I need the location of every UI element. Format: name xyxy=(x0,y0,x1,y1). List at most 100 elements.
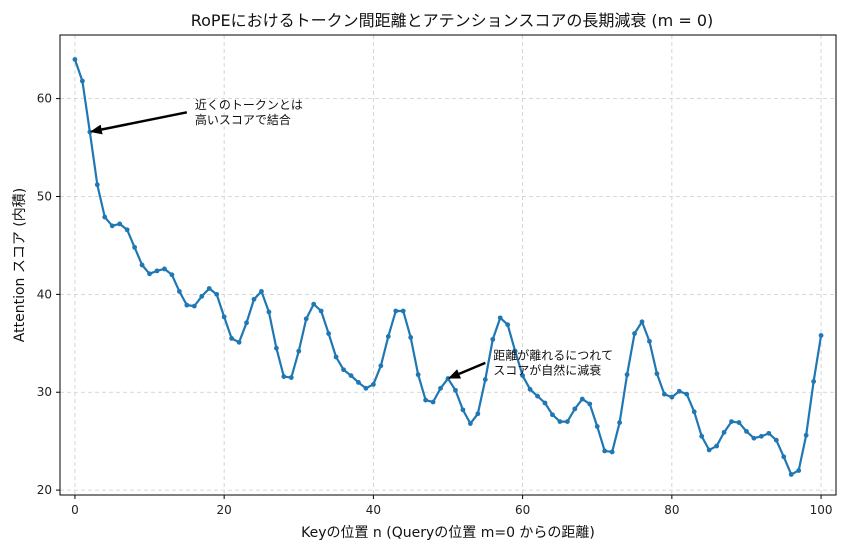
data-point xyxy=(378,363,384,369)
data-point xyxy=(266,309,272,315)
data-point xyxy=(288,375,294,380)
data-point xyxy=(311,301,317,307)
data-point xyxy=(408,335,414,340)
y-axis-label: Attention スコア (内積) xyxy=(12,188,28,342)
annotation-arrow-shaft xyxy=(101,111,188,131)
data-point xyxy=(326,331,332,336)
data-point xyxy=(341,367,346,373)
data-point xyxy=(714,443,720,449)
data-point xyxy=(251,296,257,302)
annotation-arrow-head xyxy=(448,369,461,379)
data-point xyxy=(557,419,563,424)
data-point xyxy=(244,320,249,326)
data-point xyxy=(430,399,436,405)
data-point xyxy=(818,333,824,338)
data-point xyxy=(550,412,555,418)
data-point xyxy=(758,433,764,439)
y-axis: 20 30 40 50 60 xyxy=(37,92,60,497)
y-tick-label: 30 xyxy=(37,385,52,399)
data-point xyxy=(773,437,779,443)
x-tick-label: 100 xyxy=(810,503,833,517)
data-point xyxy=(415,372,421,378)
x-axis: 0 20 40 60 80 100 xyxy=(71,495,833,517)
data-point xyxy=(520,373,526,378)
data-point xyxy=(385,334,391,339)
data-point xyxy=(348,373,354,378)
data-point xyxy=(803,432,809,438)
data-point xyxy=(676,388,682,394)
data-point xyxy=(699,433,705,439)
data-point xyxy=(221,314,227,320)
annotation-arrow-shaft xyxy=(458,361,486,376)
data-point xyxy=(535,393,540,399)
data-point xyxy=(176,289,182,294)
data-point xyxy=(788,472,794,477)
data-point xyxy=(72,57,78,62)
series-group xyxy=(72,57,824,477)
data-point xyxy=(654,371,660,377)
data-point xyxy=(512,348,518,354)
data-point xyxy=(661,391,667,397)
data-point xyxy=(102,214,108,220)
data-point xyxy=(363,385,369,391)
data-point xyxy=(684,391,690,397)
plot-frame xyxy=(59,34,837,496)
data-point xyxy=(154,268,160,274)
data-point xyxy=(214,291,220,297)
data-point xyxy=(475,411,481,417)
data-point xyxy=(729,419,734,424)
y-tick-label: 60 xyxy=(37,92,52,106)
data-point xyxy=(505,322,511,328)
data-point xyxy=(706,447,712,453)
data-point xyxy=(191,303,197,309)
data-point xyxy=(467,421,473,426)
annotation-text: 高いスコアで結合 xyxy=(195,112,291,127)
data-point xyxy=(453,387,458,393)
data-point xyxy=(124,227,130,233)
x-tick-label: 0 xyxy=(71,503,79,517)
data-point xyxy=(139,262,145,268)
data-point xyxy=(796,468,802,473)
data-point xyxy=(356,380,361,385)
data-point xyxy=(333,354,339,360)
data-point xyxy=(669,394,675,400)
x-tick-label: 60 xyxy=(515,503,530,517)
data-point xyxy=(572,406,578,412)
annotation-arrow-head xyxy=(89,124,103,135)
x-tick-label: 20 xyxy=(217,503,232,517)
y-tick-label: 50 xyxy=(37,189,52,203)
x-tick-label: 40 xyxy=(366,503,381,517)
data-point xyxy=(751,435,757,441)
data-point xyxy=(370,382,376,387)
data-point xyxy=(296,348,302,354)
data-point xyxy=(766,430,772,436)
data-point xyxy=(184,302,190,308)
data-point xyxy=(117,221,123,227)
data-point xyxy=(542,400,548,406)
series-line xyxy=(73,59,823,476)
y-tick-label: 40 xyxy=(37,287,52,301)
data-point xyxy=(632,331,637,336)
data-point xyxy=(497,315,503,321)
data-point xyxy=(482,377,488,382)
data-point xyxy=(460,407,466,413)
data-point xyxy=(744,428,749,434)
data-point xyxy=(162,266,167,272)
data-point xyxy=(617,420,623,425)
data-point xyxy=(490,336,496,342)
data-point xyxy=(647,338,652,344)
data-point xyxy=(229,336,235,341)
annotation-text: 距離が離れるにつれて xyxy=(493,347,613,362)
chart-title: RoPEにおけるトークン間距離とアテンションスコアの長期減衰 (m = 0) xyxy=(191,11,714,30)
data-point xyxy=(594,424,600,429)
data-point xyxy=(624,372,630,378)
annotation-text: スコアが自然に減衰 xyxy=(493,362,601,377)
data-point xyxy=(527,386,533,392)
data-point xyxy=(691,409,697,415)
data-point xyxy=(236,339,242,345)
data-point xyxy=(400,308,406,314)
data-point xyxy=(587,401,593,407)
data-point xyxy=(281,374,287,379)
